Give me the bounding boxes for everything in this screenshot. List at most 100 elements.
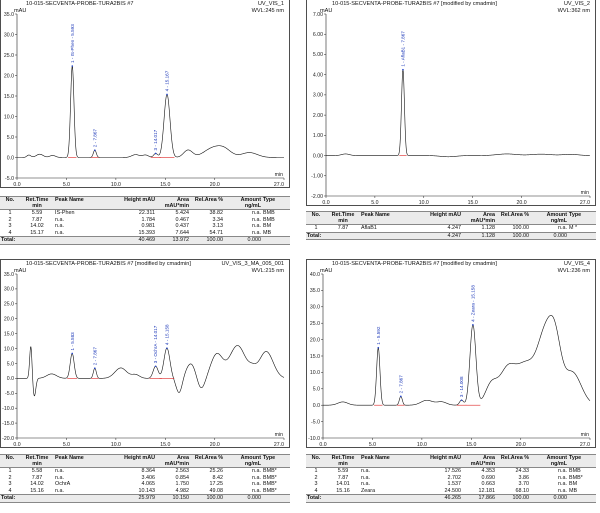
total-amount: 0.000 <box>224 494 262 503</box>
column-header-ret-time: Ret.Time min <box>20 196 54 210</box>
channel-name: UV_VIS_3_MA_005_001 <box>221 261 284 267</box>
column-header-peak-name: Peak Name <box>54 196 122 210</box>
peak-label: 1 - IS-Phen - 5.593 <box>70 24 75 63</box>
sample-title: 10-015-SECVENTA-PROBE-TURA2BIS #7 <box>26 1 134 7</box>
table-row: 3 14.01 n.a. 1.537 0.663 3.70 n.a. BM <box>306 481 596 488</box>
chart-frame <box>0 0 290 188</box>
total-label: Total: <box>0 494 20 503</box>
column-header-ret-time: Ret.Time min <box>326 454 360 468</box>
cell-peak-name: n.a. <box>55 474 64 481</box>
column-header-amount: Amount ng/mL <box>224 196 262 210</box>
cell-area: 2.563 <box>175 468 190 474</box>
cell-no: 3 <box>314 481 318 488</box>
y-tick-label: 10.0 <box>4 346 14 352</box>
x-axis-unit: min <box>581 190 589 196</box>
table-row: 4 15.17 n.a. 15.393 7.644 54.71 n.a. MB <box>0 230 290 237</box>
channel-name: UV_VIS_4 <box>563 261 590 267</box>
column-header-no: No. <box>306 454 326 468</box>
y-tick-label: 5.0 <box>7 135 14 141</box>
total-type <box>568 494 596 503</box>
cell-peak-name: n.a. <box>361 481 370 488</box>
column-header-peak-name: Peak Name <box>360 454 428 468</box>
x-tick-label: 20.0 <box>210 442 220 448</box>
peak-table-body: 1 5.58 n.a. 8.364 2.563 25.26 n.a. BMB* 2 7.87 n.a… <box>0 468 290 503</box>
cell-height: 24.500 <box>444 487 462 494</box>
x-tick-label: 10.0 <box>111 182 121 188</box>
column-header-type: Type <box>262 196 290 210</box>
cell-type: MB <box>263 229 272 236</box>
y-tick-label: 20.0 <box>4 317 14 323</box>
cell-rel-area: 3.70 <box>518 481 530 488</box>
total-rel-area: 100.00 <box>496 494 530 503</box>
cell-peak-name: n.a. <box>361 468 370 474</box>
cell-rel-area: 3.86 <box>518 474 530 481</box>
cell-amount: n.a. <box>252 216 261 223</box>
cell-no: 4 <box>8 487 12 494</box>
peak-table-body: 1 7.87 AflaB1 4.247 1.128 100.00 n.a. M * Total:… <box>306 225 596 241</box>
signal-trace <box>17 65 284 158</box>
x-tick-label: 20.0 <box>516 442 526 448</box>
y-tick-label: 10.0 <box>310 370 320 376</box>
cell-type: BMB <box>263 216 275 223</box>
y-unit-label: mAU <box>14 268 27 274</box>
cell-rel-area: 100.00 <box>512 225 530 231</box>
x-tick-label: 20.0 <box>210 182 220 188</box>
peak-apex-marker <box>400 395 402 398</box>
chart-header: 10-015-SECVENTA-PROBE-TURA2BIS #7 [modif… <box>306 260 596 274</box>
cell-height: 4.065 <box>141 481 156 488</box>
cell-rel-area: 54.71 <box>209 229 224 236</box>
cell-type: BMB* <box>263 468 277 474</box>
table-row: 1 5.58 n.a. 8.364 2.563 25.26 n.a. BMB* <box>0 468 290 475</box>
cell-amount: n.a. <box>252 468 261 474</box>
column-header-type: Type <box>568 211 596 225</box>
total-rel-area: 100.00 <box>190 494 224 503</box>
chart-frame <box>306 0 596 206</box>
cell-peak-name: n.a. <box>55 223 64 230</box>
cell-ret-time: 14.02 <box>30 481 44 488</box>
x-axis-unit: min <box>275 432 283 438</box>
total-rel-area: 100.00 <box>190 236 224 245</box>
cell-type: BMB* <box>263 487 277 494</box>
x-tick-label: 15.0 <box>466 442 476 448</box>
y-tick-label: 20.0 <box>4 73 14 79</box>
cell-rel-area: 17.25 <box>209 481 224 488</box>
peak-apex-marker <box>472 324 474 326</box>
signal-trace <box>326 69 590 158</box>
column-header-peak-name: Peak Name <box>360 211 428 225</box>
cell-area: 0.854 <box>175 474 190 481</box>
cell-rel-area: 3.34 <box>212 216 224 223</box>
peak-apex-marker <box>402 68 404 71</box>
total-label: Total: <box>306 494 326 503</box>
table-row: 1 5.59 n.a. 17.526 4.353 24.33 n.a. BMB <box>306 468 596 475</box>
total-label: Total: <box>306 231 326 241</box>
peak-table: No. Ret.Time min Peak Name Height mAU Area m… <box>306 454 596 503</box>
cell-no: 2 <box>8 216 12 223</box>
cell-type: BMB <box>263 210 275 216</box>
peak-label: 4 - Zeara - 15.158 <box>471 285 476 322</box>
total-height: 46.265 <box>428 494 462 503</box>
cell-no: 4 <box>314 487 318 494</box>
peak-table-body: 1 5.59 n.a. 17.526 4.353 24.33 n.a. BMB 2 7.87 n.a… <box>306 468 596 503</box>
column-header-rel-area: Rel.Area % <box>190 196 224 210</box>
peak-label: 3 - 14.008 <box>459 376 464 397</box>
cell-no: 1 <box>314 468 318 474</box>
peak-label: 2 - 7.867 <box>92 347 97 366</box>
peak-apex-marker <box>154 365 157 368</box>
y-tick-label: 30.0 <box>4 287 14 293</box>
cell-ret-time: 5.59 <box>31 210 43 216</box>
cell-area: 0.437 <box>175 223 190 230</box>
y-tick-label: 3.00 <box>313 93 323 99</box>
peak-table-header: No. Ret.Time min Peak Name Height mAU Area m… <box>306 211 596 225</box>
column-header-rel-area: Rel.Area % <box>496 454 530 468</box>
peak-label: 4 - 15.158 <box>165 324 170 345</box>
column-header-amount: Amount ng/mL <box>224 454 262 468</box>
y-tick-label: -5.0 <box>5 176 14 182</box>
y-tick-label: 40.0 <box>310 272 320 278</box>
cell-height: 8.364 <box>141 468 156 474</box>
cell-ret-time: 14.01 <box>336 481 350 488</box>
cell-peak-name: OchrA <box>55 481 71 488</box>
cell-rel-area: 8.42 <box>212 474 224 481</box>
total-row: Total: 4.247 1.128 100.00 0.000 <box>306 231 596 241</box>
column-header-type: Type <box>262 454 290 468</box>
total-ret-time <box>326 494 360 503</box>
